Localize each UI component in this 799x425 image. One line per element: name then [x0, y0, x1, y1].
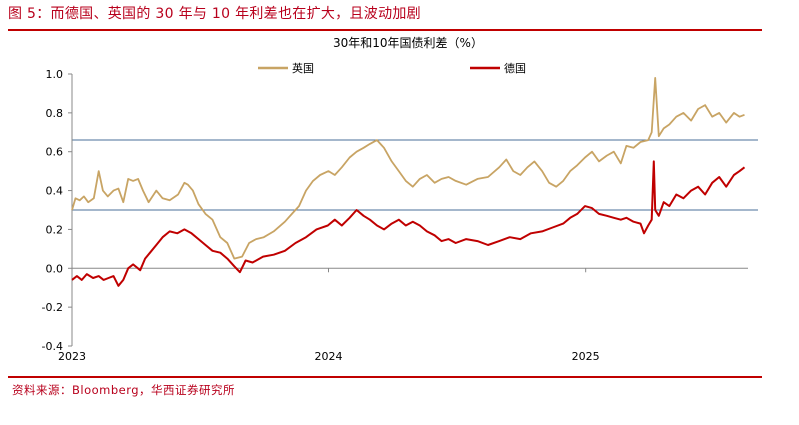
bottom-divider [8, 376, 762, 378]
y-axis: 1.0 0.8 0.6 0.4 0.2 0.0 -0.2 -0.4 [42, 68, 73, 353]
figure-caption: 图 5：而德国、英国的 30 年与 10 年利差也在扩大，且波动加剧 [8, 6, 421, 22]
reference-lines [72, 139, 758, 211]
chart-title: 30年和10年国债利差（%） [333, 36, 483, 50]
y-tick-label: 0.4 [46, 185, 64, 198]
legend-label: 英国 [292, 61, 314, 75]
y-tick-label: -0.4 [42, 340, 63, 353]
source-note: 资料来源：Bloomberg，华西证券研究所 [12, 383, 236, 397]
x-tick-label: 2025 [572, 350, 600, 363]
y-tick-label: -0.2 [42, 301, 63, 314]
y-tick-label: 1.0 [46, 68, 64, 81]
y-tick-label: 0.6 [46, 146, 64, 159]
legend: 英国 德国 [258, 61, 526, 75]
x-tick-label: 2024 [314, 350, 342, 363]
x-tick-label: 2023 [58, 350, 86, 363]
top-divider [8, 29, 762, 31]
series-line-de [71, 160, 746, 287]
x-axis: 2023 2024 2025 [58, 267, 748, 363]
y-tick-label: 0.8 [46, 107, 64, 120]
series-layer [71, 77, 746, 287]
legend-label: 德国 [504, 61, 526, 75]
y-tick-label: 0.0 [46, 262, 64, 275]
y-tick-label: 0.2 [46, 223, 64, 236]
series-line-uk [71, 77, 745, 260]
